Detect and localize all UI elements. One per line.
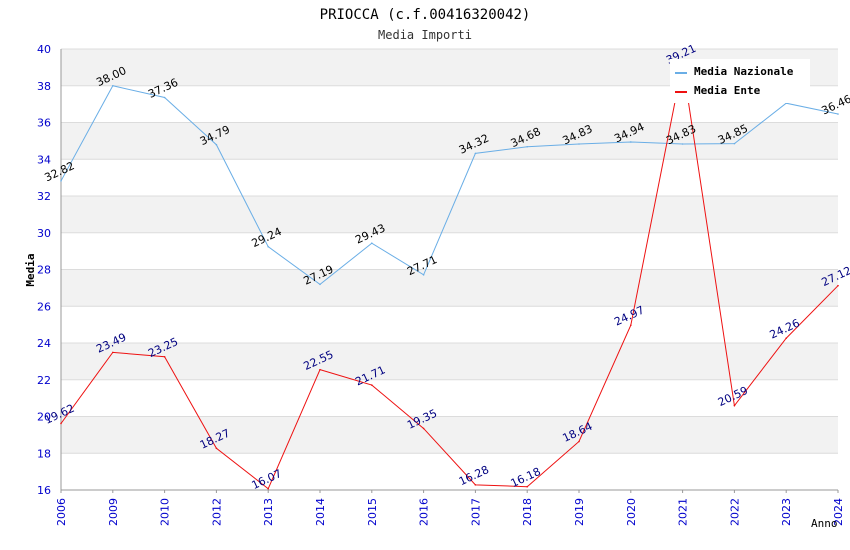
x-tick-label: 2009 <box>107 498 120 526</box>
legend-label-nazionale: Media Nazionale <box>694 65 794 78</box>
grid-band <box>61 343 838 380</box>
data-point <box>474 484 477 486</box>
data-point <box>163 96 166 99</box>
data-point <box>371 384 373 386</box>
data-point <box>112 351 114 354</box>
y-tick-label: 36 <box>37 117 51 130</box>
y-tick-label: 26 <box>37 300 51 313</box>
x-tick-label: 2013 <box>262 498 275 526</box>
x-tick-label: 2006 <box>55 498 68 526</box>
data-point <box>630 141 632 143</box>
series-line <box>60 85 839 286</box>
data-point <box>267 245 270 248</box>
data-point <box>319 368 321 371</box>
y-tick-label: 28 <box>37 264 51 277</box>
y-tick-label: 30 <box>37 227 51 240</box>
data-point <box>837 284 839 287</box>
data-point <box>422 427 425 430</box>
grid-band <box>61 453 838 490</box>
data-point <box>785 337 787 340</box>
y-tick-label: 38 <box>37 80 51 93</box>
data-point <box>215 447 218 450</box>
data-point <box>371 242 373 245</box>
series-line <box>60 63 839 490</box>
chart-subtitle: Media Importi <box>378 28 472 42</box>
grid-band <box>61 416 838 454</box>
x-tick-label: 2014 <box>314 498 327 526</box>
x-tick-labels: 2006 2009 2010 2012 2013 2014 2015 2016 2017 2018… <box>55 498 845 526</box>
data-point <box>319 283 321 286</box>
x-tick-label: 2018 <box>521 498 534 526</box>
y-tick-label: 18 <box>37 447 51 460</box>
x-tick-label: 2016 <box>418 498 431 526</box>
x-tick-label: 2017 <box>469 498 482 526</box>
data-point <box>112 84 114 87</box>
data-point <box>733 142 736 145</box>
grid-band <box>61 379 838 417</box>
grid-bands <box>61 49 838 490</box>
data-point <box>267 487 270 490</box>
y-tick-label: 40 <box>37 43 51 56</box>
x-tick-label: 2023 <box>780 498 793 526</box>
grid-band <box>61 306 838 343</box>
y-tick-label: 24 <box>37 337 51 350</box>
y-axis-label: Media <box>24 253 37 286</box>
x-tick-label: 2024 <box>832 498 845 526</box>
data-point <box>60 180 62 182</box>
data-point <box>578 143 580 145</box>
data-point <box>163 355 166 358</box>
data-point <box>733 404 736 407</box>
data-point <box>526 145 528 148</box>
data-point <box>681 143 684 145</box>
y-tick-label: 16 <box>37 484 51 497</box>
x-tick-label: 2022 <box>728 498 741 526</box>
y-tick-label: 32 <box>37 190 51 203</box>
y-tick-label: 34 <box>37 153 51 166</box>
grid-band <box>61 122 838 160</box>
y-tick-label: 22 <box>37 374 51 387</box>
grid-band <box>61 232 838 270</box>
x-tick-label: 2015 <box>366 498 379 526</box>
y-tick-labels: 16 18 20 22 24 26 28 30 32 34 36 38 40 <box>37 43 51 497</box>
grid-band <box>61 269 838 307</box>
x-tick-label: 2021 <box>677 498 690 526</box>
legend: Media Nazionale Media Ente <box>670 59 810 103</box>
legend-label-ente: Media Ente <box>694 84 761 97</box>
y-tick-label: 20 <box>37 411 51 424</box>
data-point <box>578 440 580 443</box>
data-point <box>422 274 425 276</box>
data-point <box>526 485 528 488</box>
data-point <box>837 113 839 115</box>
x-tick-label: 2020 <box>625 498 638 526</box>
legend-box <box>670 59 810 103</box>
x-tick-label: 2010 <box>159 498 172 526</box>
x-tick-label: 2019 <box>573 498 586 526</box>
data-point <box>60 422 62 425</box>
x-axis-label: Anno <box>811 517 838 530</box>
chart-title: PRIOCCA (c.f.00416320042) <box>320 7 531 23</box>
data-point <box>474 152 477 155</box>
data-point <box>215 143 218 146</box>
grid-band <box>61 159 838 196</box>
data-point <box>630 324 632 326</box>
x-tick-label: 2012 <box>210 498 223 526</box>
